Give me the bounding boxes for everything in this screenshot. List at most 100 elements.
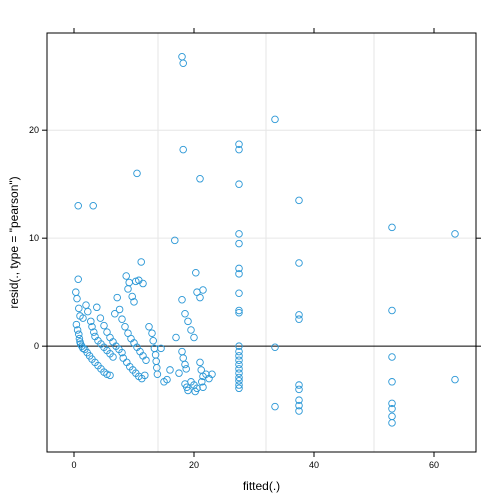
data-point <box>193 384 201 393</box>
x-tick-label: 20 <box>189 460 199 470</box>
data-point <box>295 381 303 389</box>
data-point <box>184 317 192 326</box>
data-point <box>74 275 82 283</box>
data-point <box>100 321 108 330</box>
data-point <box>235 239 243 248</box>
data-point <box>235 308 243 317</box>
data-point <box>271 402 279 411</box>
data-point <box>235 384 243 393</box>
data-point <box>196 358 204 367</box>
data-point <box>88 322 96 331</box>
y-tick-label: 20 <box>29 125 39 135</box>
data-point <box>198 378 206 386</box>
data-point <box>182 365 190 373</box>
data-point <box>187 326 195 334</box>
data-point <box>84 307 92 316</box>
data-point <box>235 376 243 385</box>
data-point <box>179 145 187 154</box>
data-point <box>122 272 130 280</box>
data-point <box>163 375 171 384</box>
data-point <box>153 370 162 378</box>
points-layer <box>72 53 459 427</box>
data-point <box>90 328 98 336</box>
data-point <box>295 401 303 410</box>
x-tick-label: 40 <box>309 460 319 470</box>
data-point <box>235 365 243 373</box>
data-point <box>235 140 243 148</box>
data-point <box>295 259 303 267</box>
data-point <box>235 230 243 238</box>
data-point <box>235 180 243 188</box>
data-point <box>388 378 396 386</box>
data-point <box>111 310 119 318</box>
data-point <box>153 364 161 372</box>
data-point <box>388 353 396 361</box>
data-point <box>295 196 303 205</box>
data-point <box>109 353 117 361</box>
y-tick-label: 10 <box>29 233 39 243</box>
data-point <box>295 396 303 404</box>
data-point <box>152 357 160 366</box>
data-point <box>196 175 204 183</box>
data-point <box>93 303 101 312</box>
data-point <box>295 311 303 319</box>
data-point <box>73 294 81 303</box>
data-point <box>141 371 149 380</box>
data-point <box>235 360 243 369</box>
data-point <box>79 314 87 322</box>
data-point <box>295 407 303 415</box>
data-point <box>82 301 90 309</box>
data-point <box>145 322 153 331</box>
data-point <box>89 202 97 210</box>
data-point <box>128 292 136 301</box>
data-point <box>75 334 84 343</box>
x-tick-label: 60 <box>429 460 439 470</box>
data-point <box>235 145 243 154</box>
data-point <box>271 343 279 352</box>
data-point <box>124 285 132 293</box>
data-point <box>199 383 207 391</box>
data-point <box>181 310 189 318</box>
data-point <box>118 348 126 357</box>
data-point <box>235 373 243 382</box>
data-point <box>96 314 105 322</box>
data-point <box>271 115 279 124</box>
data-point <box>451 375 459 384</box>
x-tick-label: 0 <box>71 460 76 470</box>
data-point <box>133 169 141 178</box>
data-point <box>137 258 145 266</box>
data-point <box>113 293 121 302</box>
data-point <box>451 230 459 238</box>
data-point <box>235 270 243 278</box>
data-point <box>235 306 243 315</box>
data-point <box>75 304 83 313</box>
data-point <box>179 59 187 67</box>
data-point <box>171 236 179 245</box>
data-point <box>72 320 81 329</box>
data-point <box>79 344 87 353</box>
data-point <box>184 386 192 395</box>
data-point <box>115 305 124 314</box>
y-axis-label: resid(., type = "pearson") <box>7 176 21 308</box>
data-point <box>179 354 187 362</box>
data-point <box>388 306 396 315</box>
plot-frame <box>46 32 477 453</box>
data-point <box>130 298 138 306</box>
data-point <box>388 405 396 413</box>
data-point <box>76 340 85 348</box>
data-point <box>148 329 156 337</box>
data-point <box>235 352 243 360</box>
data-point <box>106 371 114 380</box>
data-point <box>235 369 243 377</box>
data-point <box>235 347 243 356</box>
data-point <box>166 366 174 374</box>
data-point <box>235 356 243 364</box>
grid-layer <box>47 33 476 452</box>
data-point <box>149 337 157 345</box>
data-point <box>142 356 150 364</box>
data-point <box>73 326 82 334</box>
data-point <box>157 344 165 353</box>
data-point <box>190 333 198 342</box>
data-point <box>74 202 82 210</box>
